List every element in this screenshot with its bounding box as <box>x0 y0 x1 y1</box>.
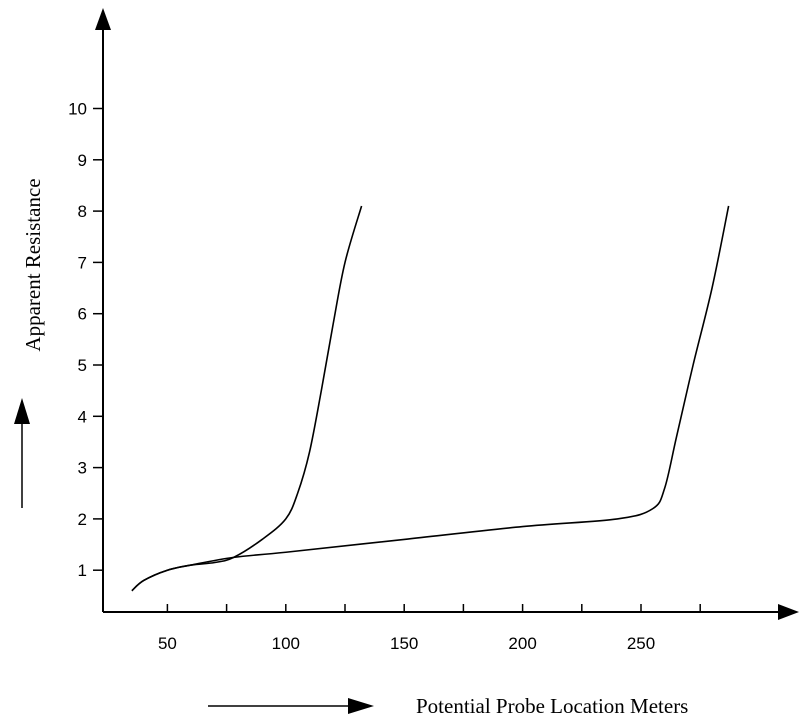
x-tick-label: 100 <box>272 634 300 653</box>
y-tick-label: 9 <box>78 151 87 170</box>
y-tick-label: 10 <box>68 100 87 119</box>
y-axis-title: Apparent Resistance <box>21 178 45 351</box>
y-axis-arrow-icon <box>95 8 111 30</box>
y-tick-label: 8 <box>78 202 87 221</box>
y-tick-label: 1 <box>78 561 87 580</box>
x-tick-label: 250 <box>627 634 655 653</box>
x-axis-arrow-icon <box>778 604 799 620</box>
y-tick-label: 2 <box>78 510 87 529</box>
x-title-arrow-icon <box>348 698 374 714</box>
series-line-2 <box>131 205 730 592</box>
axes <box>95 8 799 620</box>
x-tick-label: 200 <box>508 634 536 653</box>
y-tick-label: 4 <box>78 407 87 426</box>
x-tick-label: 50 <box>158 634 177 653</box>
x-axis-title: Potential Probe Location Meters <box>416 694 688 718</box>
x-tick-label: 150 <box>390 634 418 653</box>
y-tick-label: 6 <box>78 305 87 324</box>
y-tick-label: 7 <box>78 253 87 272</box>
y-tick-label: 3 <box>78 459 87 478</box>
y-title-arrow-icon <box>14 398 30 424</box>
y-tick-label: 5 <box>78 356 87 375</box>
series-line-1 <box>131 205 363 592</box>
